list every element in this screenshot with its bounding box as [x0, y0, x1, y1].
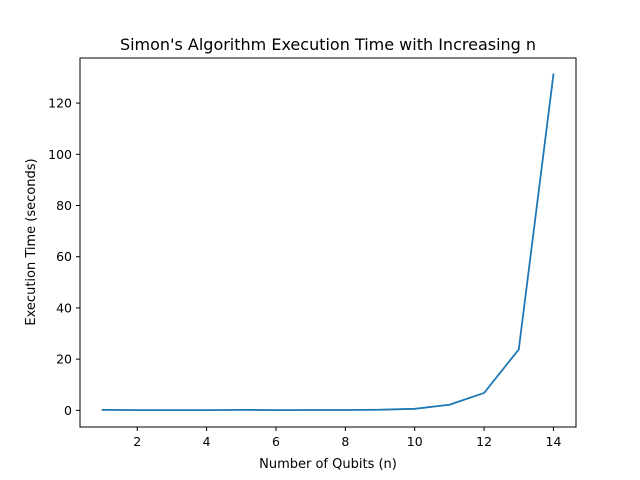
- x-tick-label: 6: [272, 434, 280, 449]
- chart-title: Simon's Algorithm Execution Time with In…: [120, 35, 536, 54]
- plot-frame: [79, 57, 577, 428]
- y-tick-label: 20: [56, 352, 72, 367]
- x-tick-label: 4: [203, 434, 211, 449]
- x-tick-label: 8: [341, 434, 349, 449]
- series-line-0: [101, 73, 555, 411]
- plot-area: [79, 57, 577, 428]
- y-tick-label: 120: [48, 96, 72, 111]
- y-tick-label: 60: [56, 249, 72, 264]
- y-tick-label: 80: [56, 198, 72, 213]
- y-axis: 0 20 40 60 80 100 120: [48, 96, 80, 418]
- x-tick-label: 12: [476, 434, 492, 449]
- x-tick-label: 14: [546, 434, 562, 449]
- y-axis-label: Execution Time (seconds): [24, 158, 39, 325]
- y-tick-label: 40: [56, 300, 72, 315]
- x-axis-label: Number of Qubits (n): [259, 457, 397, 472]
- y-tick-label: 0: [64, 403, 72, 418]
- x-tick-label: 10: [407, 434, 423, 449]
- x-tick-label: 2: [133, 434, 141, 449]
- y-tick-label: 100: [48, 147, 72, 162]
- x-axis: 2 4 6 8 10 12 14: [133, 427, 561, 449]
